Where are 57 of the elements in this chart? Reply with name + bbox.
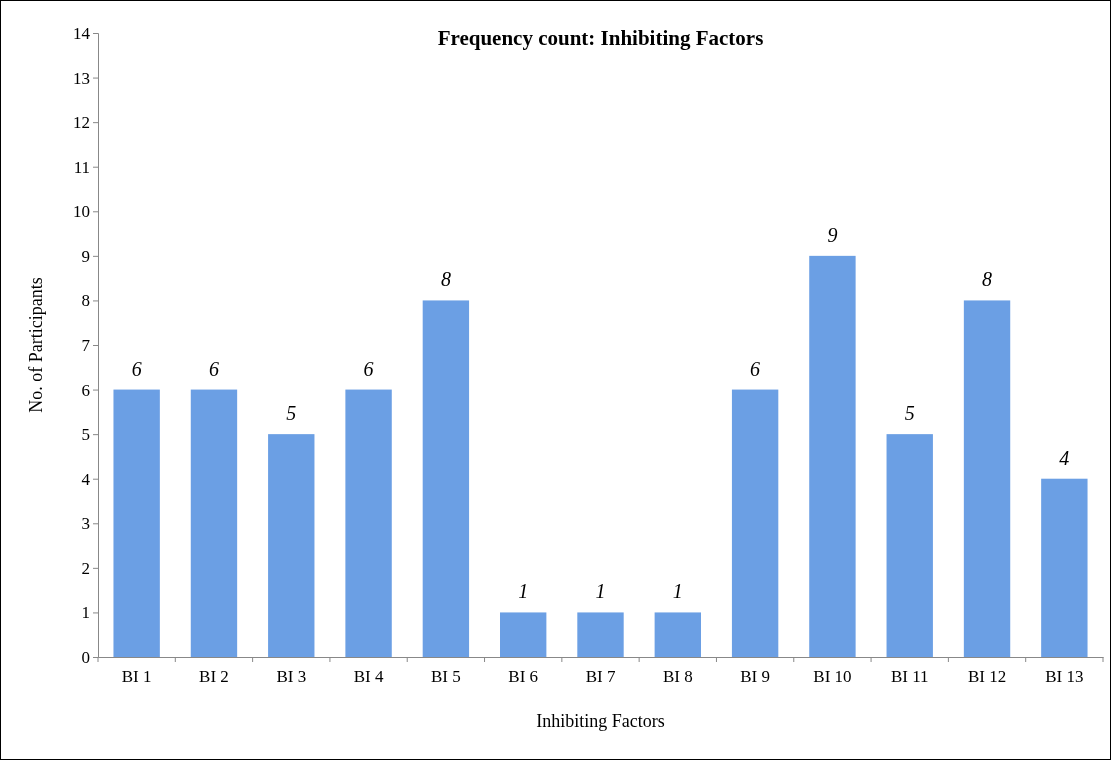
- x-tick-label: BI 5: [431, 667, 461, 687]
- bar: [345, 389, 392, 657]
- x-tick-label: BI 10: [813, 667, 852, 687]
- x-tick-label: BI 6: [508, 667, 539, 687]
- y-tick-label: 13: [73, 68, 90, 88]
- x-tick-label: BI 4: [353, 667, 384, 687]
- x-tick-label: BI 11: [890, 667, 929, 687]
- y-tick-label: 2: [81, 558, 90, 578]
- data-label: 6: [363, 357, 374, 380]
- y-tick-label: 7: [81, 335, 91, 355]
- y-axis-title: No. of Participants: [26, 277, 46, 413]
- data-label: 6: [208, 357, 219, 380]
- bar: [886, 434, 933, 657]
- data-label: 1: [518, 580, 529, 603]
- bar: [809, 255, 856, 657]
- data-label: 6: [131, 357, 142, 380]
- y-tick-label: 4: [81, 469, 91, 489]
- bar: [731, 389, 779, 657]
- data-label: 9: [827, 223, 838, 246]
- data-label: 6: [750, 357, 761, 380]
- bar: [654, 612, 701, 657]
- x-tick-label: BI 9: [740, 667, 770, 687]
- y-tick-label: 1: [81, 603, 90, 623]
- y-tick-label: 3: [81, 514, 90, 534]
- bar: [963, 300, 1011, 657]
- y-tick-label: 14: [73, 23, 91, 43]
- x-tick-label: BI 7: [585, 667, 616, 687]
- x-tick-label: BI 8: [662, 667, 693, 687]
- y-tick-label: 6: [81, 380, 90, 400]
- y-tick-label: 0: [81, 647, 90, 667]
- data-label: 8: [440, 268, 451, 291]
- x-tick-label: BI 13: [1045, 667, 1084, 687]
- bar: [190, 389, 238, 657]
- x-tick-label: BI 2: [199, 667, 229, 687]
- y-tick-label: 8: [81, 291, 90, 311]
- data-label: 5: [286, 402, 297, 425]
- y-tick-label: 9: [81, 246, 90, 266]
- bar: [577, 612, 624, 657]
- y-tick-label: 10: [73, 202, 90, 222]
- y-tick-label: 12: [73, 113, 90, 133]
- data-label: 1: [595, 580, 606, 603]
- data-label: 5: [904, 402, 915, 425]
- bar: [113, 389, 160, 657]
- data-label: 8: [982, 268, 993, 291]
- data-label: 4: [1059, 446, 1070, 469]
- x-axis-title: Inhibiting Factors: [536, 711, 665, 731]
- bar: [268, 434, 315, 657]
- y-tick-label: 11: [73, 157, 90, 177]
- x-tick-label: BI 1: [121, 667, 152, 687]
- x-tick-label: BI 3: [276, 667, 307, 687]
- y-tick-label: 5: [81, 425, 90, 445]
- data-label: 1: [672, 580, 683, 603]
- chart-title: Frequency count: Inhibiting Factors: [437, 26, 764, 50]
- bar: [1041, 478, 1088, 657]
- bar: [500, 612, 547, 657]
- bar: [422, 300, 470, 657]
- x-tick-label: BI 12: [967, 667, 1007, 687]
